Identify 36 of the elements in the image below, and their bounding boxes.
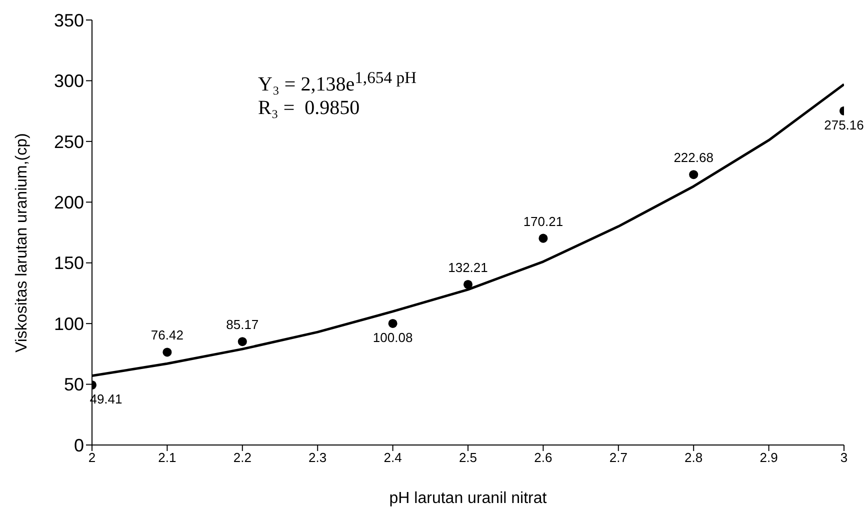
point — [463, 280, 473, 289]
x-tick-label: 2.1 — [158, 450, 176, 466]
y-tick-label: 350 — [54, 10, 84, 30]
y-tick-label: 250 — [54, 132, 84, 152]
y-tick-label: 50 — [64, 374, 84, 395]
x-tick-label: 2 — [88, 450, 96, 466]
point — [162, 348, 172, 357]
annotation: R₃ = 0.9850 — [258, 96, 360, 120]
x-tick-label: 2.7 — [609, 450, 628, 466]
point — [689, 170, 698, 180]
annotation: Y₃ = 2,138e$^{1,654 pH}$ — [258, 67, 417, 97]
x-tick-label: 2.9 — [760, 450, 778, 466]
x-tick-label: 2.3 — [308, 450, 327, 466]
y-tick-label: 100 — [54, 314, 84, 334]
y-tick-label: 300 — [54, 71, 84, 92]
x-tick-label: 3 — [840, 450, 848, 466]
x-axis-title: pH larutan uranil nitrat — [389, 490, 548, 507]
y-axis-title: Viskositas larutan uranium,(cp) — [14, 133, 31, 352]
data-label: 132.21 — [448, 260, 488, 275]
x-tick-label: 2.8 — [684, 450, 703, 466]
data-label: 100.08 — [372, 330, 413, 345]
data-label: 76.42 — [150, 328, 184, 343]
point — [238, 337, 247, 346]
y-tick-label: 0 — [74, 435, 84, 456]
point — [388, 318, 398, 328]
x-tick-label: 2.2 — [233, 450, 252, 466]
y-tick-label: 200 — [54, 192, 84, 213]
data-label: 275.16 — [824, 117, 864, 132]
x-tick-label: 2.4 — [384, 450, 402, 466]
data-label: 222.68 — [674, 150, 714, 166]
x-tick-label: 2.6 — [534, 450, 552, 466]
x-tick-label: 2.5 — [458, 450, 478, 466]
data-label: 170.21 — [523, 214, 564, 229]
y-tick-label: 150 — [54, 253, 84, 274]
point — [538, 234, 548, 243]
data-label: 85.17 — [226, 317, 259, 332]
